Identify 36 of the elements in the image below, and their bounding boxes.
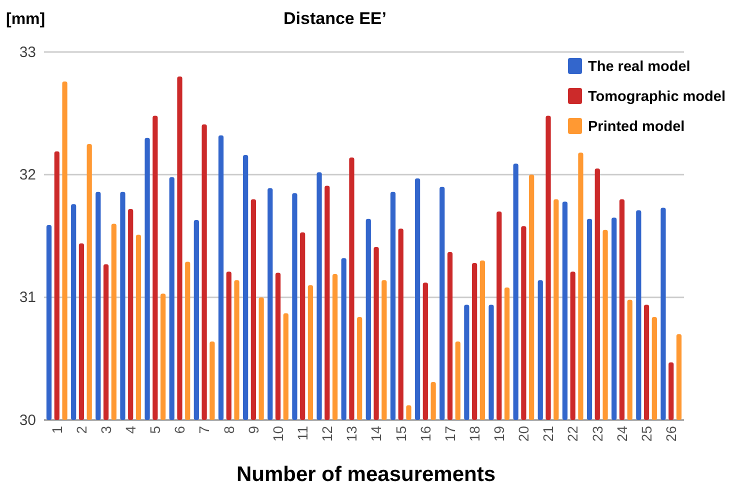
x-tick-label: 5 <box>147 426 164 434</box>
y-tick-label: 32 <box>19 166 36 184</box>
x-tick-label: 21 <box>540 426 556 442</box>
x-tick-label: 22 <box>564 426 581 442</box>
x-tick-label: 20 <box>516 426 532 442</box>
y-tick-label: 30 <box>19 412 36 429</box>
legend-label: Tomographic model <box>588 89 726 105</box>
x-tick-label: 23 <box>589 426 606 442</box>
x-tick-label: 17 <box>442 426 458 442</box>
x-tick-label: 12 <box>319 426 336 442</box>
x-tick-label: 10 <box>270 426 286 442</box>
y-axis-title: [mm] <box>6 11 46 28</box>
legend-label: Printed model <box>588 119 685 135</box>
x-tick-label: 8 <box>220 426 237 434</box>
x-tick-label: 4 <box>122 426 139 434</box>
x-tick-label: 3 <box>98 426 114 434</box>
y-tick-label: 33 <box>19 44 36 61</box>
chart-title: Distance EE’ <box>284 9 386 28</box>
x-tick-label: 19 <box>491 426 508 442</box>
x-tick-label: 6 <box>172 426 188 434</box>
x-tick-label: 1 <box>48 426 65 434</box>
x-tick-label: 2 <box>73 426 90 434</box>
x-tick-label: 11 <box>294 426 310 441</box>
x-tick-label: 14 <box>368 426 384 442</box>
x-tick-label: 7 <box>196 426 212 434</box>
x-tick-label: 15 <box>392 426 409 442</box>
legend-label: The real model <box>588 59 690 75</box>
x-tick-label: 16 <box>417 426 434 442</box>
x-tick-label: 26 <box>663 426 679 442</box>
x-tick-label: 18 <box>466 426 482 442</box>
x-tick-label: 9 <box>245 426 262 434</box>
x-axis-title: Number of measurements <box>236 463 496 486</box>
x-tick-label: 13 <box>344 426 360 442</box>
y-tick-label: 31 <box>19 289 36 306</box>
x-tick-label: 25 <box>638 426 654 442</box>
x-tick-label: 24 <box>614 426 630 442</box>
